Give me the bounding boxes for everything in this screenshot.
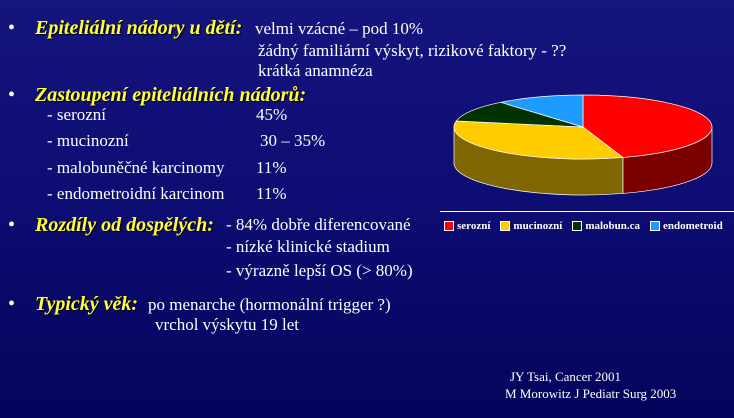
reference: M Morowitz J Pediatr Surg 2003 bbox=[505, 386, 677, 401]
text-line: - nízké klinické stadium bbox=[226, 237, 390, 256]
pie-slice bbox=[500, 94, 584, 128]
legend-swatch bbox=[572, 221, 583, 231]
heading-epithelial-tumors: Epiteliální nádory u dětí: bbox=[35, 17, 243, 39]
legend-item: malobun.ca bbox=[572, 220, 640, 232]
pie-slice bbox=[455, 101, 584, 128]
text-line: po menarche (hormonální trigger ?) bbox=[148, 295, 391, 314]
bullet: • bbox=[8, 84, 16, 106]
bullet: • bbox=[8, 17, 16, 39]
heading-typical-age: Typický věk: bbox=[35, 293, 139, 315]
text-line: krátká anamnéza bbox=[258, 61, 373, 80]
item-value: 11% bbox=[256, 184, 287, 203]
item-label: - endometroidní karcinom bbox=[47, 184, 225, 203]
legend-swatch bbox=[650, 221, 661, 231]
chart-legend: serozní mucinozní malobun.ca endometroid bbox=[440, 211, 734, 232]
legend-label: mucinozní bbox=[513, 220, 563, 232]
legend-swatch bbox=[500, 221, 511, 231]
legend-item: endometroid bbox=[650, 220, 723, 232]
item-label: - malobuněčné karcinomy bbox=[47, 158, 225, 177]
bullet: • bbox=[8, 214, 16, 236]
text-line: velmi vzácné – pod 10% bbox=[255, 19, 424, 38]
text-line: žádný familiární výskyt, rizikové faktor… bbox=[258, 41, 567, 60]
legend-swatch bbox=[444, 221, 454, 231]
pie-slice bbox=[582, 94, 713, 158]
item-value: 11% bbox=[256, 158, 287, 177]
item-value: 30 – 35% bbox=[260, 131, 326, 150]
heading-differences: Rozdíly od dospělých: bbox=[35, 214, 214, 236]
pie-slice bbox=[453, 120, 624, 160]
text-line: - 84% dobře diferencované bbox=[226, 215, 411, 234]
text-line: - výrazně lepší OS (> 80%) bbox=[226, 261, 413, 280]
bullet: • bbox=[8, 293, 16, 315]
text-line: vrchol výskytu 19 let bbox=[155, 315, 300, 334]
reference: JY Tsai, Cancer 2001 bbox=[510, 369, 622, 384]
item-label: - serozní bbox=[47, 105, 107, 124]
heading-representation: Zastoupení epiteliálních nádorů: bbox=[35, 84, 307, 106]
legend-item: mucinozní bbox=[500, 220, 562, 232]
legend-label: malobun.ca bbox=[585, 220, 641, 232]
legend-label: endometroid bbox=[663, 220, 723, 232]
legend-label: serozní bbox=[457, 220, 491, 232]
item-label: - mucinozní bbox=[47, 131, 129, 150]
legend-item: serozní bbox=[444, 220, 490, 232]
item-value: 45% bbox=[256, 105, 288, 124]
